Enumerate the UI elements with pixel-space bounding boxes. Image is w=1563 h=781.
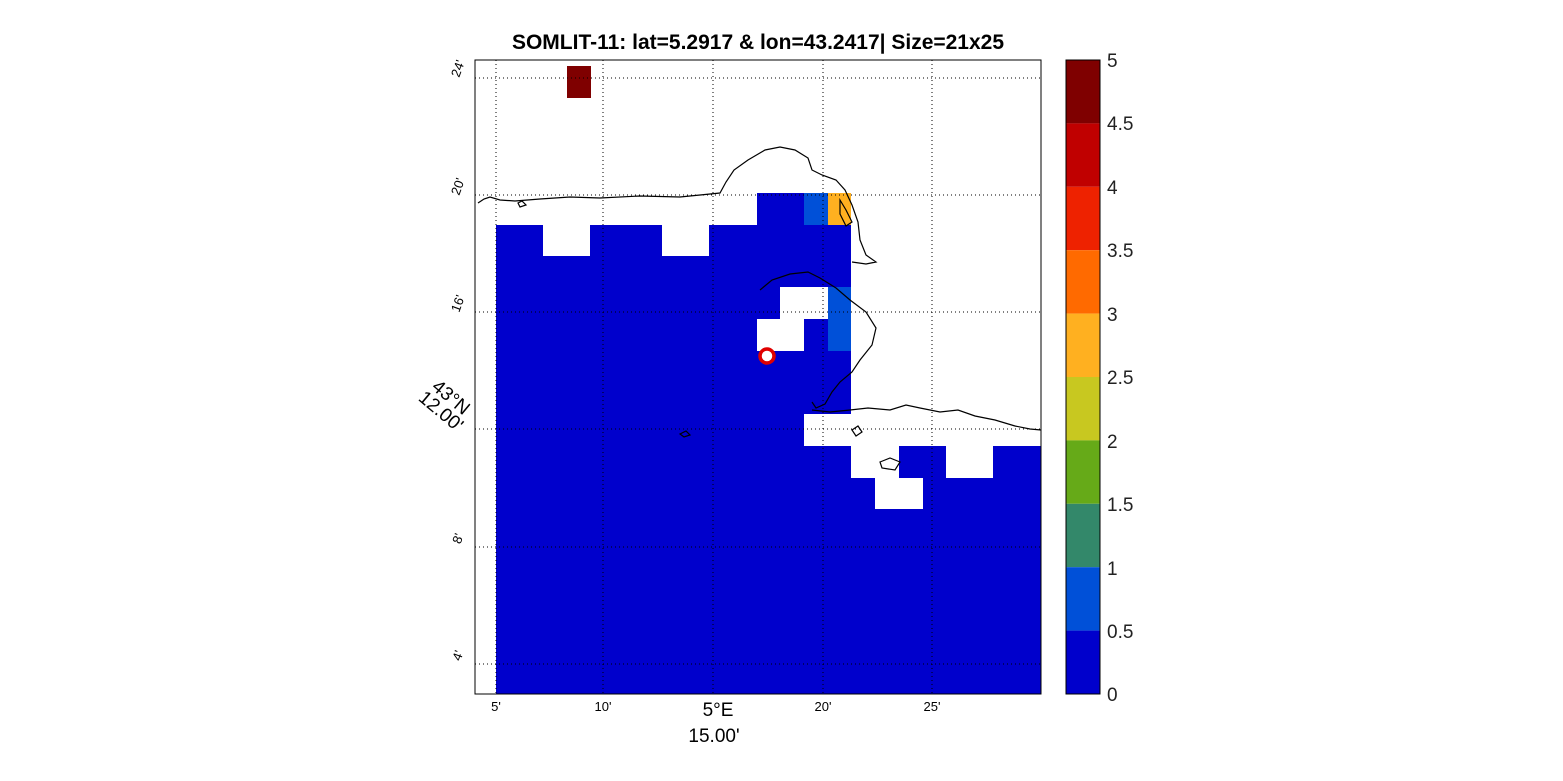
blank-cell xyxy=(946,446,993,478)
lon-tick-label: 10' xyxy=(595,699,612,714)
colorbar-tick: 0.5 xyxy=(1107,622,1133,643)
colorbar-tick: 5 xyxy=(1107,51,1118,72)
lat-tick-label: 8' xyxy=(449,531,466,545)
blank-cell xyxy=(757,319,804,351)
heat-cell xyxy=(828,287,851,351)
map-frame xyxy=(474,59,1042,695)
lon-tick-labels: 5' 10' 20' 25' xyxy=(491,699,940,714)
heat-cell xyxy=(567,66,591,98)
blank-cell xyxy=(804,414,851,446)
colorbar-tick: 4 xyxy=(1107,178,1118,199)
colorbar-tick: 3 xyxy=(1107,305,1118,326)
colorbar-tick: 0 xyxy=(1107,685,1118,706)
lat-tick-label: 24' xyxy=(448,58,468,79)
lat-tick-label: 20' xyxy=(448,176,468,197)
blank-cell xyxy=(851,446,899,478)
lon-main-label-deg: 5°E xyxy=(703,700,734,721)
colorbar-tick-labels: 5 4.5 4 3.5 3 2.5 2 1.5 1 0.5 0 xyxy=(1107,51,1133,706)
heat-cell xyxy=(804,193,828,225)
colorbar-tick: 3.5 xyxy=(1107,241,1133,262)
lon-main-label-min: 15.00' xyxy=(688,726,739,747)
heatmap-cells xyxy=(496,66,1041,694)
map-grid xyxy=(475,60,1041,694)
station-marker xyxy=(758,347,776,365)
lat-tick-label: 4' xyxy=(449,648,466,662)
colorbar-tick: 4.5 xyxy=(1107,114,1133,135)
lon-tick-label: 5' xyxy=(491,699,501,714)
blank-cell xyxy=(543,225,590,256)
heat-cell xyxy=(757,193,804,225)
colorbar-tick: 2 xyxy=(1107,432,1118,453)
blank-cell xyxy=(662,225,709,256)
lat-tick-labels: 24' 20' 16' 8' 4' xyxy=(448,58,468,663)
lat-tick-label: 16' xyxy=(448,293,468,314)
map-title: SOMLIT-11: lat=5.2917 & lon=43.2417| Siz… xyxy=(512,31,1004,54)
blank-cell xyxy=(875,478,923,509)
lon-tick-label: 20' xyxy=(815,699,832,714)
colorbar-tick: 1 xyxy=(1107,559,1118,580)
lon-tick-label: 25' xyxy=(924,699,941,714)
coastline xyxy=(477,146,1042,471)
colorbar xyxy=(1065,59,1101,695)
blank-cell xyxy=(780,287,828,319)
colorbar-tick: 1.5 xyxy=(1107,495,1133,516)
colorbar-tick: 2.5 xyxy=(1107,368,1133,389)
